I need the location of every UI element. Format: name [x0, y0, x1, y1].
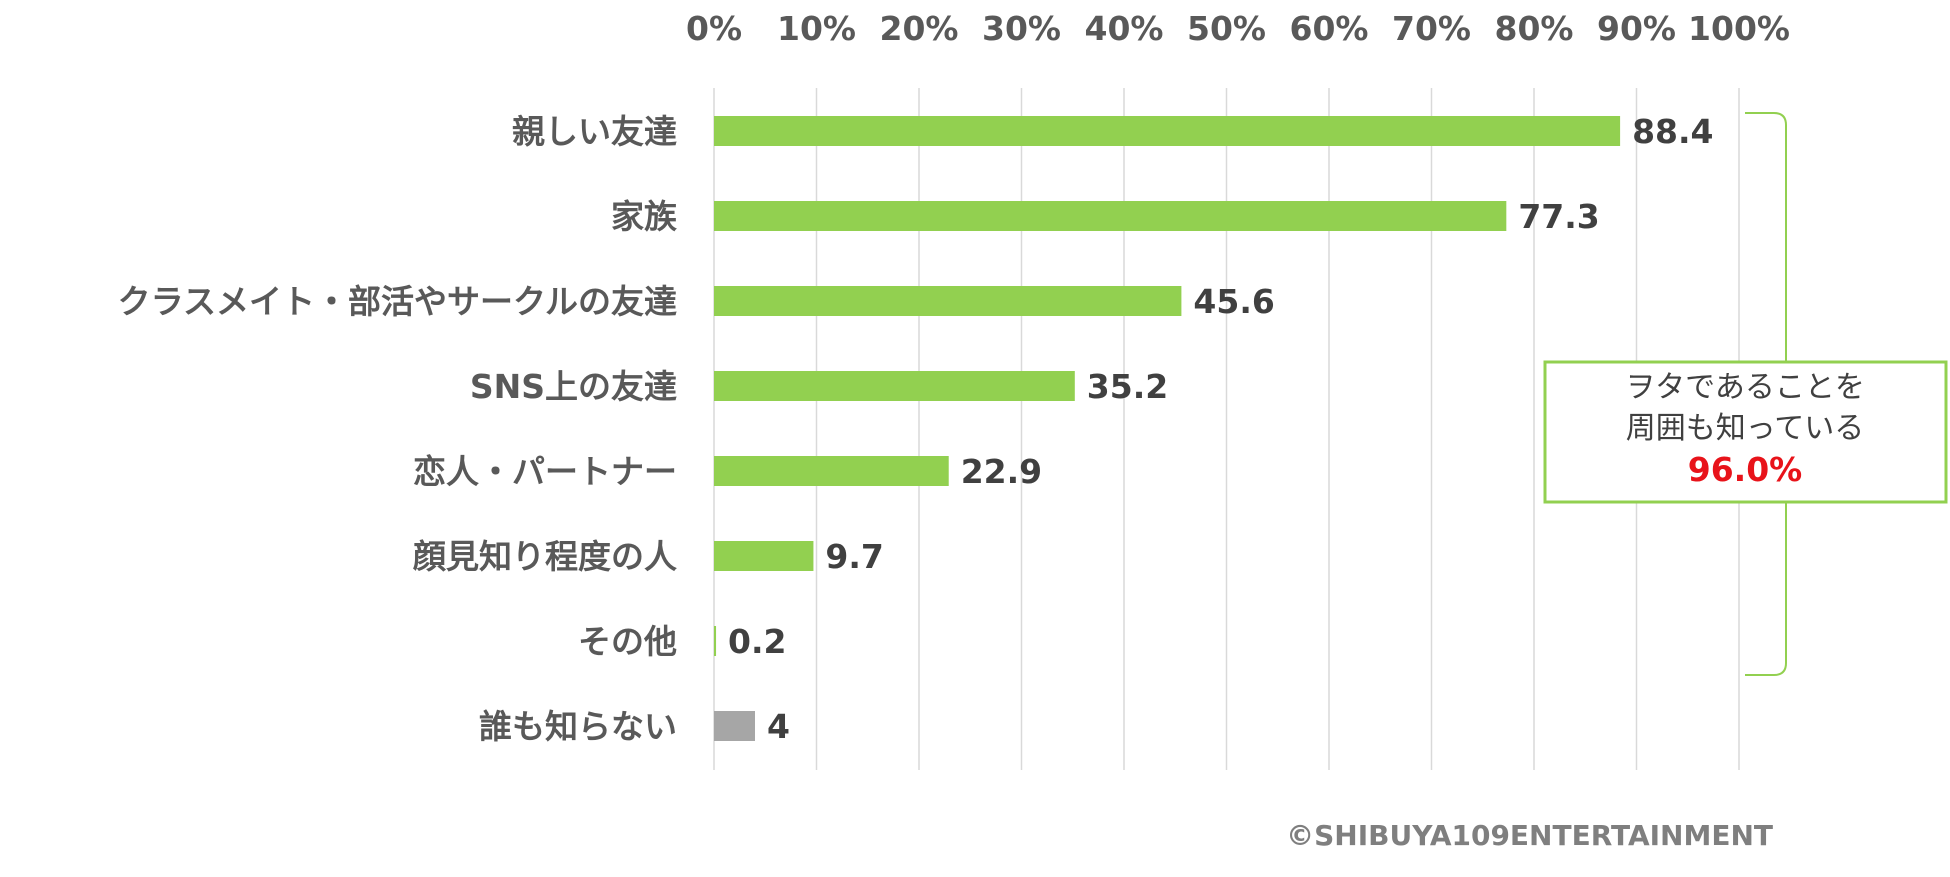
category-label: 恋人・パートナー — [413, 452, 677, 491]
value-labels: 88.4 77.3 45.6 35.2 22.9 9.7 0.2 4 — [728, 112, 1713, 746]
category-label: 家族 — [611, 197, 677, 236]
x-tick-label: 90% — [1597, 9, 1676, 48]
x-tick-label: 0% — [686, 9, 742, 48]
callout-value: 96.0% — [1688, 450, 1803, 489]
copyright-text: ©SHIBUYA109ENTERTAINMENT — [1286, 819, 1773, 852]
x-axis-ticks: 0% 10% 20% 30% 40% 50% 60% 70% 80% 90% 100% — [686, 9, 1790, 48]
data-label: 88.4 — [1632, 112, 1713, 151]
callout-box — [1543, 360, 1948, 504]
x-tick-label: 70% — [1392, 9, 1471, 48]
bars — [714, 116, 1621, 741]
data-label: 77.3 — [1518, 197, 1599, 236]
category-label: その他 — [578, 622, 677, 661]
bar — [714, 371, 1075, 401]
x-tick-label: 30% — [982, 9, 1061, 48]
callout-line-1: ヲタであることを — [1625, 370, 1865, 405]
x-tick-label: 100% — [1688, 9, 1790, 48]
bar — [714, 456, 949, 486]
x-tick-label: 50% — [1187, 9, 1266, 48]
data-label: 4 — [767, 707, 790, 746]
data-label: 35.2 — [1087, 367, 1168, 406]
callout-line-2: 周囲も知っている — [1626, 411, 1865, 446]
bar — [714, 711, 755, 741]
category-label: クラスメイト・部活やサークルの友達 — [118, 282, 677, 321]
data-label: 0.2 — [728, 622, 786, 661]
x-tick-label: 20% — [880, 9, 959, 48]
x-tick-label: 80% — [1495, 9, 1574, 48]
x-tick-label: 60% — [1290, 9, 1369, 48]
bar — [714, 286, 1182, 316]
bar — [714, 201, 1507, 231]
x-tick-label: 10% — [777, 9, 856, 48]
category-label: 誰も知らない — [479, 707, 677, 746]
bar — [714, 116, 1621, 146]
category-label: SNS上の友達 — [470, 367, 677, 406]
bar — [714, 626, 717, 656]
data-label: 45.6 — [1193, 282, 1274, 321]
category-label: 親しい友達 — [512, 112, 677, 151]
data-label: 9.7 — [825, 537, 883, 576]
callout: ヲタであることを 周囲も知っている 96.0% — [1543, 112, 1948, 676]
x-tick-label: 40% — [1085, 9, 1164, 48]
bar — [714, 541, 814, 571]
category-label: 顔見知り程度の人 — [413, 537, 677, 576]
data-label: 22.9 — [961, 452, 1042, 491]
